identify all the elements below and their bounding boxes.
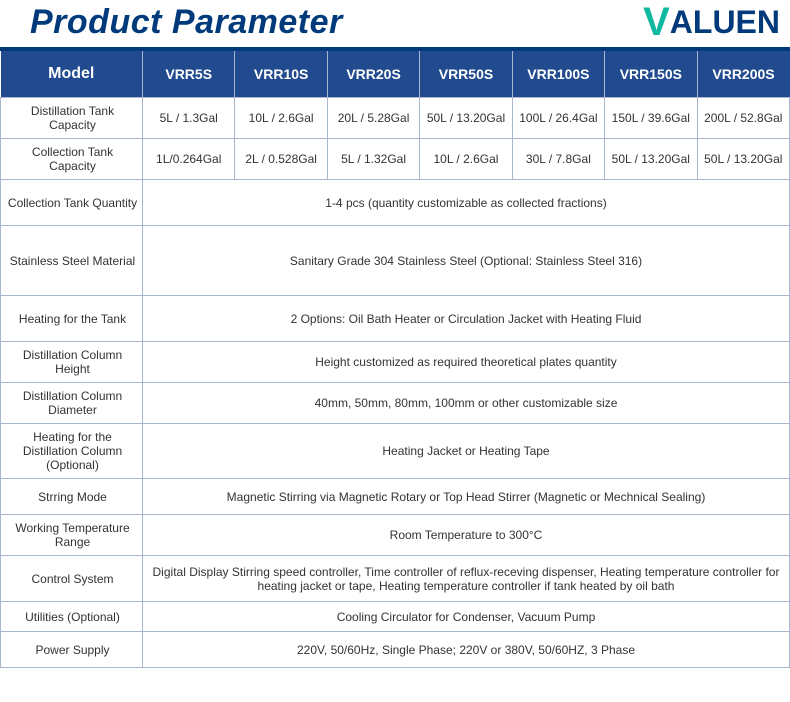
row-value: 10L / 2.6Gal	[420, 139, 512, 180]
row-value: 2L / 0.528Gal	[235, 139, 327, 180]
table-row: Distillation Tank Capacity5L / 1.3Gal10L…	[1, 98, 790, 139]
row-value: 10L / 2.6Gal	[235, 98, 327, 139]
row-label: Heating for the Tank	[1, 296, 143, 342]
header-col: VRR150S	[605, 51, 697, 98]
page-header: Product Parameter VALUEN	[0, 0, 790, 51]
table-header-row: Model VRR5S VRR10S VRR20S VRR50S VRR100S…	[1, 51, 790, 98]
parameter-table: Model VRR5S VRR10S VRR20S VRR50S VRR100S…	[0, 51, 790, 668]
row-label: Collection Tank Quantity	[1, 180, 143, 226]
row-value: 150L / 39.6Gal	[605, 98, 697, 139]
table-row: Collection Tank Quantity1-4 pcs (quantit…	[1, 180, 790, 226]
row-label: Stainless Steel Material	[1, 226, 143, 296]
table-body: Distillation Tank Capacity5L / 1.3Gal10L…	[1, 98, 790, 668]
header-col: VRR10S	[235, 51, 327, 98]
table-row: Utilities (Optional)Cooling Circulator f…	[1, 602, 790, 632]
row-value-merged: Digital Display Stirring speed controlle…	[143, 556, 790, 602]
row-label: Control System	[1, 556, 143, 602]
table-row: Control SystemDigital Display Stirring s…	[1, 556, 790, 602]
row-value-merged: Room Temperature to 300°C	[143, 515, 790, 556]
header-col: VRR200S	[697, 51, 789, 98]
header-col: VRR50S	[420, 51, 512, 98]
row-value: 50L / 13.20Gal	[420, 98, 512, 139]
row-value-merged: Sanitary Grade 304 Stainless Steel (Opti…	[143, 226, 790, 296]
logo-mark: V	[643, 0, 668, 45]
table-row: Collection Tank Capacity1L/0.264Gal2L / …	[1, 139, 790, 180]
row-label: Distillation Column Diameter	[1, 383, 143, 424]
row-label: Power Supply	[1, 632, 143, 668]
table-row: Strring ModeMagnetic Stirring via Magnet…	[1, 479, 790, 515]
row-value: 20L / 5.28Gal	[327, 98, 419, 139]
row-value: 200L / 52.8Gal	[697, 98, 789, 139]
row-value-merged: 220V, 50/60Hz, Single Phase; 220V or 380…	[143, 632, 790, 668]
row-label: Heating for the Distillation Column (Opt…	[1, 424, 143, 479]
table-row: Working Temperature RangeRoom Temperatur…	[1, 515, 790, 556]
row-value: 1L/0.264Gal	[143, 139, 235, 180]
table-row: Distillation Column Diameter40mm, 50mm, …	[1, 383, 790, 424]
row-value: 30L / 7.8Gal	[512, 139, 604, 180]
table-row: Distillation Column HeightHeight customi…	[1, 342, 790, 383]
row-label: Strring Mode	[1, 479, 143, 515]
row-value-merged: Magnetic Stirring via Magnetic Rotary or…	[143, 479, 790, 515]
row-value: 5L / 1.3Gal	[143, 98, 235, 139]
row-label: Utilities (Optional)	[1, 602, 143, 632]
table-row: Heating for the Distillation Column (Opt…	[1, 424, 790, 479]
header-col: VRR5S	[143, 51, 235, 98]
row-value-merged: Height customized as required theoretica…	[143, 342, 790, 383]
header-col: VRR20S	[327, 51, 419, 98]
logo-text: ALUEN	[670, 4, 780, 41]
row-label: Distillation Column Height	[1, 342, 143, 383]
row-value: 100L / 26.4Gal	[512, 98, 604, 139]
row-value-merged: 2 Options: Oil Bath Heater or Circulatio…	[143, 296, 790, 342]
table-row: Power Supply220V, 50/60Hz, Single Phase;…	[1, 632, 790, 668]
header-model: Model	[1, 51, 143, 98]
logo: VALUEN	[643, 0, 780, 45]
page-title: Product Parameter	[30, 3, 343, 42]
table-row: Heating for the Tank2 Options: Oil Bath …	[1, 296, 790, 342]
row-value-merged: Heating Jacket or Heating Tape	[143, 424, 790, 479]
row-value-merged: Cooling Circulator for Condenser, Vacuum…	[143, 602, 790, 632]
row-value-merged: 40mm, 50mm, 80mm, 100mm or other customi…	[143, 383, 790, 424]
row-label: Working Temperature Range	[1, 515, 143, 556]
header-col: VRR100S	[512, 51, 604, 98]
row-label: Distillation Tank Capacity	[1, 98, 143, 139]
table-row: Stainless Steel MaterialSanitary Grade 3…	[1, 226, 790, 296]
row-label: Collection Tank Capacity	[1, 139, 143, 180]
row-value: 50L / 13.20Gal	[605, 139, 697, 180]
row-value: 5L / 1.32Gal	[327, 139, 419, 180]
row-value: 50L / 13.20Gal	[697, 139, 789, 180]
row-value-merged: 1-4 pcs (quantity customizable as collec…	[143, 180, 790, 226]
